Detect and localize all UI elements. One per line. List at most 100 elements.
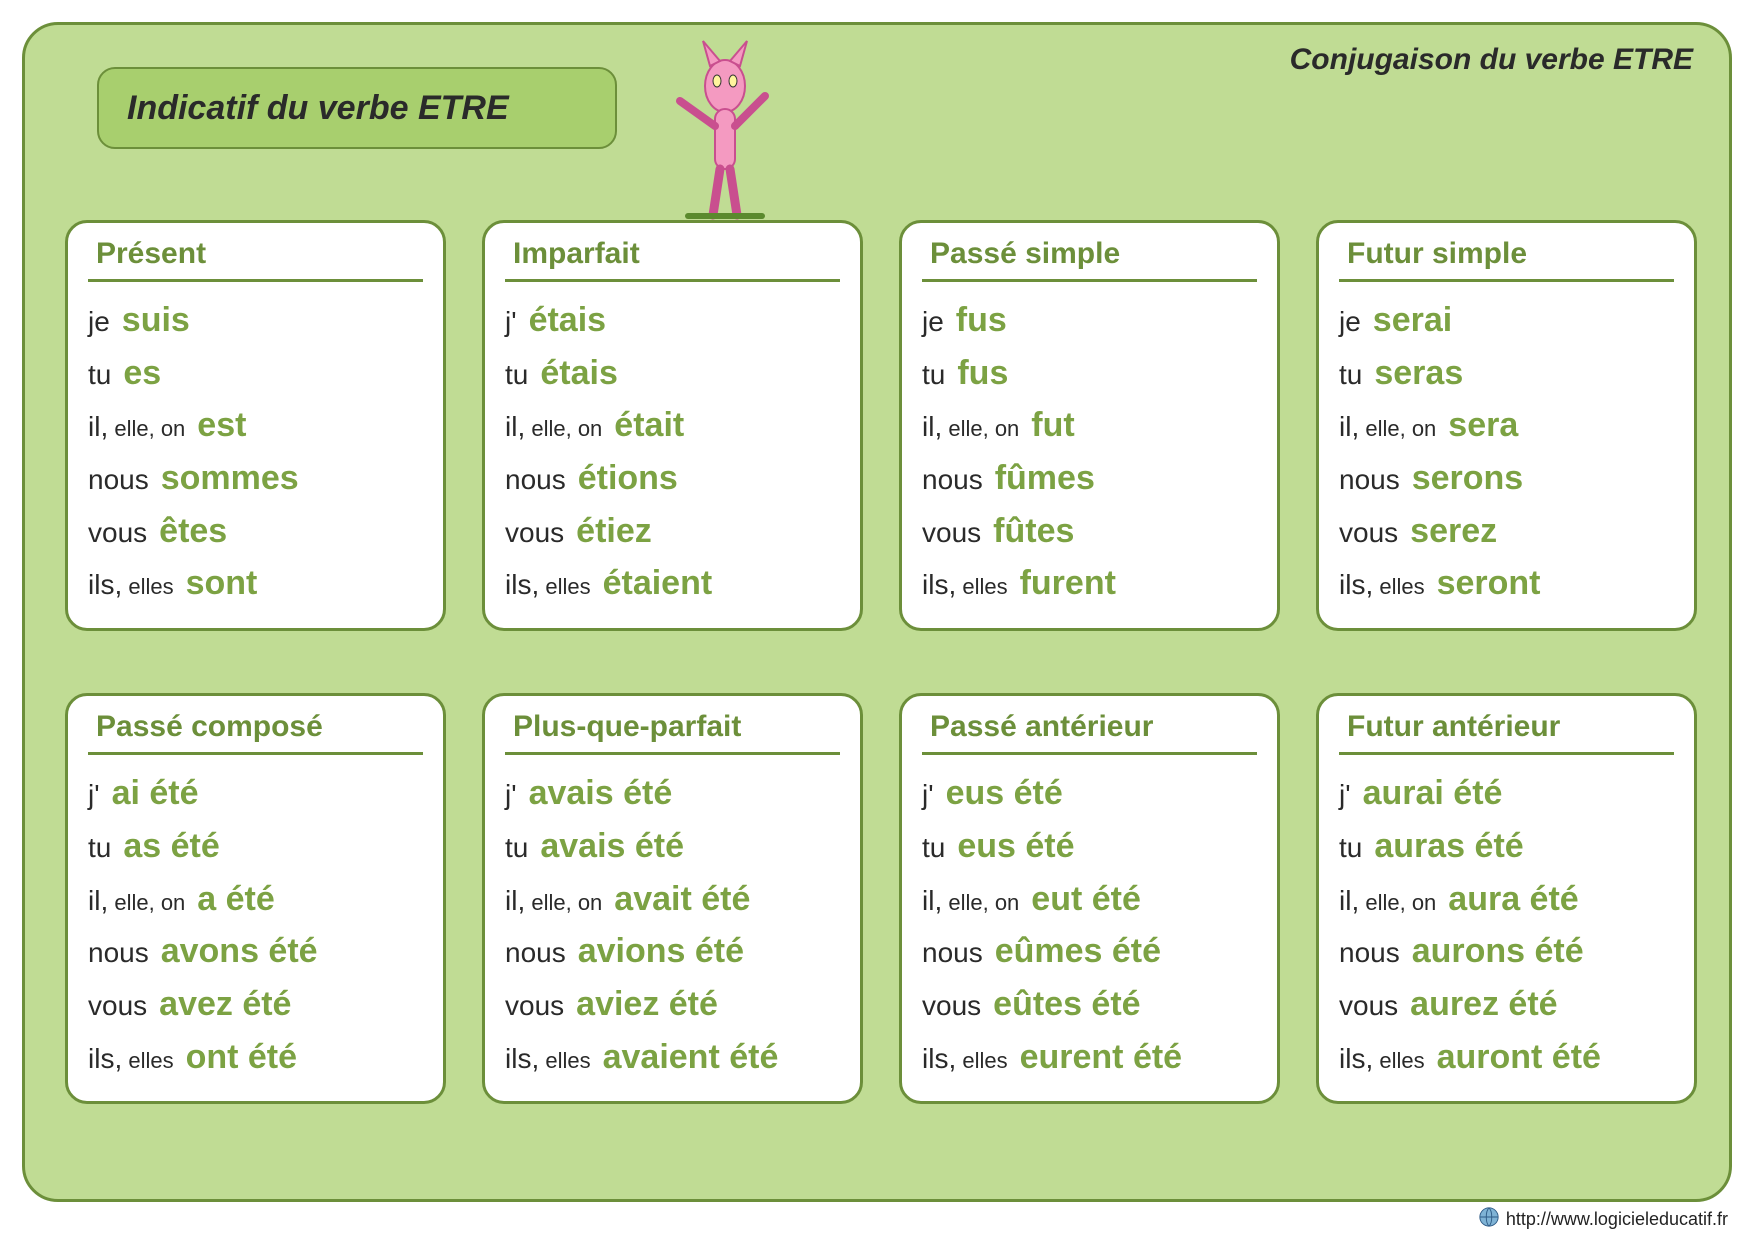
verb-form: suis bbox=[122, 294, 190, 347]
verb-form: fut bbox=[1031, 399, 1074, 452]
conjugation-row: nousserons bbox=[1339, 452, 1674, 505]
pronoun: ils, elles bbox=[1339, 563, 1425, 606]
verb-form: avions été bbox=[578, 925, 744, 978]
verb-form: avons été bbox=[161, 925, 318, 978]
pronoun: il, elle, on bbox=[505, 879, 602, 922]
verb-form: aurons été bbox=[1412, 925, 1584, 978]
verb-form: auront été bbox=[1437, 1031, 1601, 1084]
page-subtitle: Conjugaison du verbe ETRE bbox=[1290, 43, 1693, 77]
pronoun: tu bbox=[505, 353, 528, 396]
verb-form: furent bbox=[1020, 557, 1116, 610]
pronoun: tu bbox=[505, 826, 528, 869]
pronoun-sub: elles bbox=[956, 574, 1007, 599]
verb-form: aurai été bbox=[1363, 767, 1503, 820]
pronoun: ils, elles bbox=[922, 1037, 1008, 1080]
conjugation-row: ils, ellesavaient été bbox=[505, 1031, 840, 1084]
pronoun-sub: elle, on bbox=[1359, 416, 1436, 441]
conjugation-row: vousêtes bbox=[88, 505, 423, 558]
conjugation-row: il, elle, ona été bbox=[88, 873, 423, 926]
verb-form: auras été bbox=[1374, 820, 1523, 873]
verb-form: eurent été bbox=[1020, 1031, 1183, 1084]
pronoun: je bbox=[1339, 300, 1361, 343]
tense-card: Passé antérieurj'eus ététueus étéil, ell… bbox=[899, 693, 1280, 1104]
tense-title: Passé composé bbox=[88, 710, 423, 755]
conjugation-row: vousserez bbox=[1339, 505, 1674, 558]
pronoun-sub: elles bbox=[122, 1048, 173, 1073]
conjugation-row: ils, ellesseront bbox=[1339, 557, 1674, 610]
conjugation-row: jesuis bbox=[88, 294, 423, 347]
conjugation-row: j'avais été bbox=[505, 767, 840, 820]
verb-form: étais bbox=[529, 294, 607, 347]
verb-form: avais été bbox=[529, 767, 673, 820]
conjugation-row: il, elle, onest bbox=[88, 399, 423, 452]
verb-form: fûmes bbox=[995, 452, 1095, 505]
tense-title: Passé simple bbox=[922, 237, 1257, 282]
tense-card: Plus-que-parfait j'avais été tuavais été il… bbox=[482, 693, 863, 1104]
conjugation-row: vousaurez été bbox=[1339, 978, 1674, 1031]
pronoun-sub: elles bbox=[1373, 574, 1424, 599]
pronoun-sub: elle, on bbox=[525, 416, 602, 441]
pronoun: nous bbox=[922, 458, 983, 501]
verb-form: étaient bbox=[603, 557, 713, 610]
pronoun: nous bbox=[1339, 931, 1400, 974]
conjugation-row: vousfûtes bbox=[922, 505, 1257, 558]
conjugation-row: j'étais bbox=[505, 294, 840, 347]
pronoun: je bbox=[922, 300, 944, 343]
pronoun: nous bbox=[505, 458, 566, 501]
tense-card: Futur antérieurj'aurai ététuauras étéil,… bbox=[1316, 693, 1697, 1104]
tense-title: Présent bbox=[88, 237, 423, 282]
conjugation-row: ils, elles auront été bbox=[1339, 1031, 1674, 1084]
pronoun: j' bbox=[88, 773, 100, 816]
verb-form: étiez bbox=[576, 505, 652, 558]
verb-form: fus bbox=[957, 347, 1008, 400]
conjugation-row: ils, ellessont bbox=[88, 557, 423, 610]
pronoun: nous bbox=[88, 931, 149, 974]
verb-form: avaient été bbox=[603, 1031, 779, 1084]
pronoun: ils, elles bbox=[922, 563, 1008, 606]
pronoun-sub: elle, on bbox=[525, 890, 602, 915]
pronoun: ils, elles bbox=[505, 563, 591, 606]
verb-form: serons bbox=[1412, 452, 1524, 505]
pronoun: tu bbox=[1339, 826, 1362, 869]
pronoun: tu bbox=[922, 826, 945, 869]
verb-form: eûtes été bbox=[993, 978, 1140, 1031]
conjugation-row: j'ai été bbox=[88, 767, 423, 820]
conjugation-row: il, elle, onaura été bbox=[1339, 873, 1674, 926]
pronoun: tu bbox=[922, 353, 945, 396]
conjugation-row: nousavions été bbox=[505, 925, 840, 978]
pronoun: vous bbox=[922, 984, 981, 1027]
conjugation-row: tuseras bbox=[1339, 347, 1674, 400]
pronoun: il, elle, on bbox=[1339, 405, 1436, 448]
page-title: Indicatif du verbe ETRE bbox=[127, 89, 509, 128]
conjugation-row: vousavez été bbox=[88, 978, 423, 1031]
conjugation-row: il, elle, onavait été bbox=[505, 873, 840, 926]
tense-grid: Présentjesuistuesil, elle, onestnoussomm… bbox=[65, 220, 1697, 1104]
pronoun: il, elle, on bbox=[505, 405, 602, 448]
pronoun: il, elle, on bbox=[1339, 879, 1436, 922]
pronoun: vous bbox=[922, 511, 981, 554]
conjugation-row: il, elle, oneut été bbox=[922, 873, 1257, 926]
tense-title: Plus-que-parfait bbox=[505, 710, 840, 755]
conjugation-row: noussommes bbox=[88, 452, 423, 505]
verb-form: serai bbox=[1373, 294, 1452, 347]
pronoun-sub: elles bbox=[1373, 1048, 1424, 1073]
verb-form: sont bbox=[186, 557, 258, 610]
verb-form: eut été bbox=[1031, 873, 1141, 926]
pronoun-sub: elle, on bbox=[1359, 890, 1436, 915]
conjugation-row: nouseûmes été bbox=[922, 925, 1257, 978]
pronoun: vous bbox=[88, 511, 147, 554]
pronoun: vous bbox=[1339, 511, 1398, 554]
verb-form: est bbox=[197, 399, 246, 452]
pronoun-sub: elle, on bbox=[942, 890, 1019, 915]
pronoun: tu bbox=[1339, 353, 1362, 396]
pronoun: j' bbox=[922, 773, 934, 816]
conjugation-row: tufus bbox=[922, 347, 1257, 400]
pronoun-sub: elle, on bbox=[108, 416, 185, 441]
pronoun: ils, elles bbox=[1339, 1037, 1425, 1080]
pronoun-sub: elles bbox=[539, 574, 590, 599]
pronoun: il, elle, on bbox=[922, 405, 1019, 448]
tense-card: Présentjesuistuesil, elle, onestnoussomm… bbox=[65, 220, 446, 631]
pronoun: je bbox=[88, 300, 110, 343]
conjugation-row: il, elle, onsera bbox=[1339, 399, 1674, 452]
conjugation-row: jefus bbox=[922, 294, 1257, 347]
